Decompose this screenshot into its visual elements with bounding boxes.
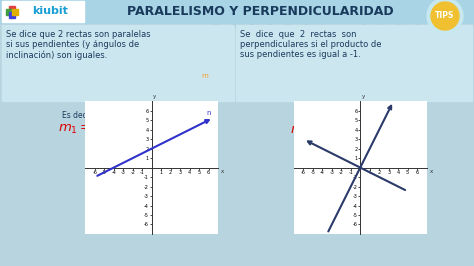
Text: n: n — [207, 110, 211, 117]
Text: $m_1 \times m_2 = -1$: $m_1 \times m_2 = -1$ — [290, 123, 386, 138]
Text: inclinación) son iguales.: inclinación) son iguales. — [6, 50, 108, 60]
Text: Es decir:: Es decir: — [295, 111, 328, 120]
Text: TIPS: TIPS — [435, 11, 455, 20]
Text: kiubit: kiubit — [32, 6, 68, 16]
Text: Es decir:: Es decir: — [62, 111, 95, 120]
Text: sus pendientes es igual a -1.: sus pendientes es igual a -1. — [240, 50, 361, 59]
Bar — [236, 25, 472, 101]
Text: Se dice que 2 rectas son paralelas: Se dice que 2 rectas son paralelas — [6, 30, 151, 39]
Text: Se  dice  que  2  rectas  son: Se dice que 2 rectas son — [240, 30, 356, 39]
Text: PARALELISMO Y PERPENDICULARIDAD: PARALELISMO Y PERPENDICULARIDAD — [127, 5, 393, 18]
Text: m: m — [201, 73, 208, 78]
Text: x: x — [221, 169, 224, 174]
Bar — [2, 25, 234, 101]
Bar — [0, 0, 474, 23]
Bar — [2, 1, 84, 22]
Circle shape — [431, 2, 459, 30]
Text: y: y — [153, 94, 156, 99]
Circle shape — [427, 0, 463, 34]
Text: si sus pendientes (y ángulos de: si sus pendientes (y ángulos de — [6, 40, 139, 49]
Text: x: x — [429, 169, 433, 174]
Text: y: y — [362, 94, 365, 99]
Text: $m_1 = m_2$: $m_1 = m_2$ — [58, 123, 113, 136]
Text: perpendiculares si el producto de: perpendiculares si el producto de — [240, 40, 382, 49]
